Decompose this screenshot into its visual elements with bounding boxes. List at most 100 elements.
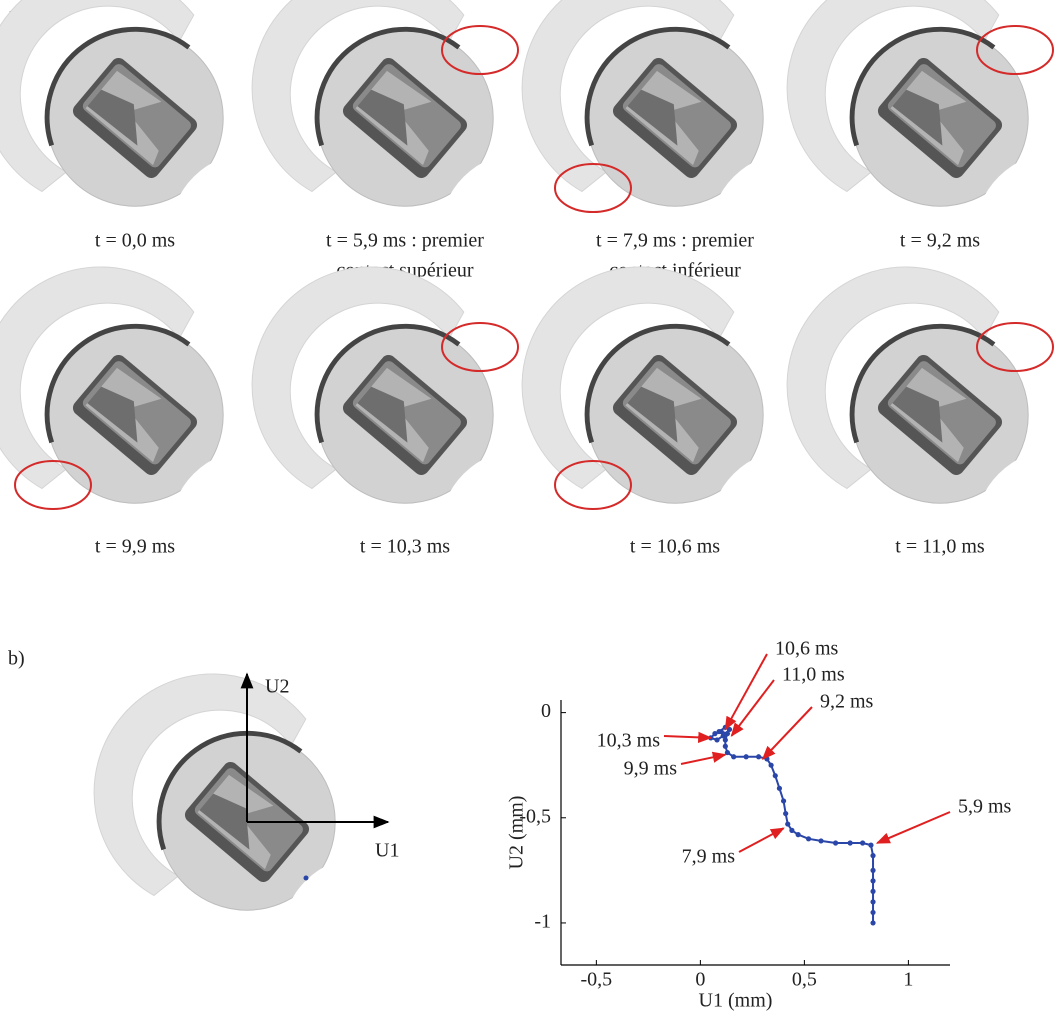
- part-body: [0, 266, 336, 616]
- x-tick-label: 0: [695, 969, 705, 991]
- contact-highlight: [554, 163, 632, 213]
- outer-ring: [251, 0, 465, 193]
- annotation-arrow: [730, 679, 775, 737]
- cavity: [612, 58, 738, 178]
- outer-ring: [0, 266, 195, 490]
- cavity-facet: [199, 793, 250, 850]
- cavity-facet: [892, 386, 943, 443]
- part-image: [521, 0, 876, 319]
- trajectory-point: [785, 821, 791, 827]
- part-image: [0, 0, 336, 319]
- part-body: [786, 0, 1059, 319]
- x-tick-label: 1: [903, 969, 913, 991]
- trajectory-point: [795, 832, 801, 838]
- dark-rim: [314, 26, 461, 147]
- x-tick-label: -0,5: [581, 969, 613, 991]
- y-axis-label: U2 (mm): [506, 796, 528, 870]
- annotation-text: 7,9 ms: [682, 846, 736, 868]
- trajectory-point: [789, 827, 795, 833]
- trajectory-point: [776, 785, 783, 791]
- annotation-arrow: [761, 706, 813, 760]
- contact-highlight: [441, 25, 519, 75]
- frame-caption: t = 7,9 ms : premier: [596, 230, 754, 252]
- trajectory-point: [868, 842, 874, 848]
- dark-rim: [849, 26, 996, 147]
- cavity-facet: [87, 386, 138, 443]
- trajectory-point: [780, 798, 787, 804]
- annotation-text: 5,9 ms: [958, 796, 1012, 818]
- trajectory-point: [756, 754, 762, 760]
- annotation-text: 11,0 ms: [782, 664, 845, 686]
- frame-caption: t = 0,0 ms: [95, 230, 175, 252]
- cut: [709, 152, 876, 319]
- trajectory-point: [720, 733, 726, 739]
- contact-highlight: [14, 460, 92, 510]
- cavity-facet: [87, 89, 138, 146]
- cavity: [612, 355, 738, 475]
- cut: [974, 152, 1059, 319]
- annotation-text: 9,9 ms: [624, 758, 678, 780]
- outer-ring: [521, 266, 735, 490]
- cut: [709, 449, 876, 616]
- panel-label: b): [8, 648, 25, 670]
- contact-highlight: [554, 460, 632, 510]
- trajectory-point: [870, 853, 876, 859]
- dark-rim: [584, 26, 731, 147]
- trajectory-point: [712, 731, 718, 737]
- trajectory-point: [716, 728, 722, 735]
- trajectory-point: [870, 899, 876, 905]
- trajectory-point: [768, 762, 774, 768]
- annotation-text: 9,2 ms: [820, 691, 874, 713]
- part-image: [786, 266, 1059, 616]
- trajectory-point: [724, 749, 731, 756]
- annotation-arrow: [663, 731, 713, 743]
- trajectory-point: [805, 836, 812, 842]
- cut: [169, 152, 336, 319]
- cavity: [877, 58, 1003, 178]
- annotation-arrow: [680, 751, 727, 765]
- part-image: [251, 0, 606, 319]
- outer-ring: [521, 0, 735, 193]
- part-body: [251, 266, 606, 616]
- y-tick-label: 0: [541, 700, 551, 722]
- cut: [169, 449, 336, 616]
- part-body: [0, 0, 336, 319]
- reference-point: [303, 875, 309, 881]
- trajectory-point: [870, 909, 876, 916]
- axis-label: U2: [265, 676, 289, 698]
- part-image: [521, 266, 876, 616]
- trajectory-point: [714, 737, 720, 743]
- cavity: [342, 355, 468, 475]
- part-image: [786, 0, 1059, 319]
- trajectory-point: [722, 737, 728, 743]
- cavity-facet: [892, 89, 943, 146]
- cut: [974, 449, 1059, 616]
- outer-ring: [0, 0, 195, 193]
- cavity: [72, 355, 198, 475]
- trajectory-point: [870, 920, 876, 926]
- cavity-facet: [357, 386, 408, 443]
- annotation-arrow: [875, 811, 951, 844]
- part-image: [251, 266, 606, 616]
- outer-ring: [786, 266, 1000, 490]
- cut: [439, 152, 606, 319]
- cut: [439, 449, 606, 616]
- dark-rim: [849, 323, 996, 444]
- frame-caption: t = 5,9 ms : premier: [326, 230, 484, 252]
- annotation-text: 10,6 ms: [775, 638, 839, 660]
- cavity: [877, 355, 1003, 475]
- trajectory-point: [731, 754, 737, 760]
- dark-rim: [44, 26, 191, 147]
- frame-caption: t = 10,6 ms: [630, 536, 720, 558]
- part-image: [0, 266, 336, 616]
- outer-ring: [93, 673, 307, 897]
- trajectory-point: [818, 838, 824, 844]
- cavity: [342, 58, 468, 178]
- axis-label: U1: [375, 840, 399, 862]
- dark-rim: [44, 323, 191, 444]
- dark-rim: [314, 323, 461, 444]
- axes-diagram: U2 U1: [93, 672, 448, 1019]
